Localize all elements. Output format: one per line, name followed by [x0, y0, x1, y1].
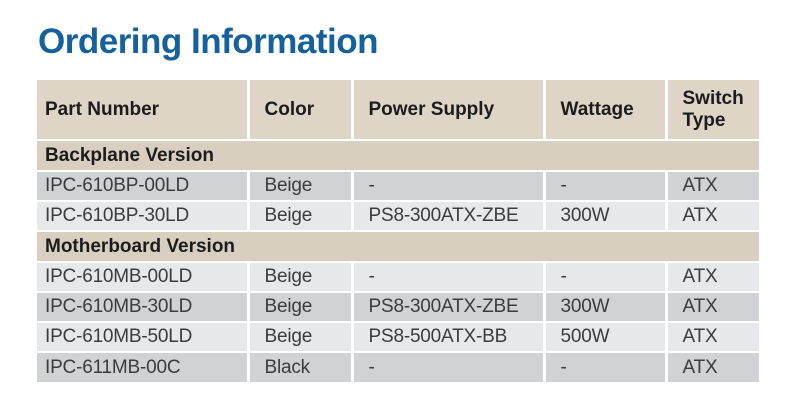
- color-cell: Beige: [246, 170, 352, 201]
- table-row: IPC-610MB-50LD Beige PS8-500ATX-BB 500W …: [37, 321, 759, 352]
- part-number-cell: IPC-611MB-00C: [37, 351, 248, 382]
- column-header-power-supply: Power Supply: [350, 80, 544, 140]
- table-header-row: Part Number Color Power Supply Wattage S…: [37, 80, 759, 140]
- table-row: IPC-611MB-00C Black - - ATX: [37, 351, 759, 382]
- color-cell: Beige: [246, 200, 352, 231]
- table-row: IPC-610MB-30LD Beige PS8-300ATX-ZBE 300W…: [37, 291, 759, 322]
- section-header-motherboard-version: Motherboard Version: [37, 230, 759, 262]
- wattage-cell: 500W: [542, 321, 666, 352]
- section-label: Motherboard Version: [37, 230, 759, 262]
- section-header-backplane-version: Backplane Version: [37, 139, 759, 171]
- switch-type-cell: ATX: [664, 200, 759, 231]
- switch-type-cell: ATX: [664, 261, 759, 292]
- switch-type-cell: ATX: [664, 170, 759, 201]
- color-cell: Beige: [246, 291, 352, 322]
- wattage-cell: 300W: [542, 200, 666, 231]
- part-number-cell: IPC-610BP-00LD: [37, 170, 248, 201]
- column-header-switch-type: Switch Type: [664, 80, 759, 140]
- wattage-cell: -: [542, 170, 666, 201]
- switch-type-cell: ATX: [664, 351, 759, 382]
- wattage-cell: -: [542, 351, 666, 382]
- power-supply-cell: PS8-500ATX-BB: [350, 321, 544, 352]
- part-number-cell: IPC-610MB-50LD: [37, 321, 248, 352]
- color-cell: Beige: [246, 321, 352, 352]
- wattage-cell: 300W: [542, 291, 666, 322]
- power-supply-cell: -: [350, 351, 544, 382]
- power-supply-cell: -: [350, 170, 544, 201]
- table-row: IPC-610MB-00LD Beige - - ATX: [37, 261, 759, 292]
- color-cell: Beige: [246, 261, 352, 292]
- table-row: IPC-610BP-00LD Beige - - ATX: [37, 170, 759, 201]
- part-number-cell: IPC-610BP-30LD: [37, 200, 248, 231]
- part-number-cell: IPC-610MB-00LD: [37, 261, 248, 292]
- switch-type-cell: ATX: [664, 321, 759, 352]
- part-number-cell: IPC-610MB-30LD: [37, 291, 248, 322]
- column-header-part-number: Part Number: [37, 80, 248, 140]
- switch-type-cell: ATX: [664, 291, 759, 322]
- power-supply-cell: -: [350, 261, 544, 292]
- power-supply-cell: PS8-300ATX-ZBE: [350, 291, 544, 322]
- table-row: IPC-610BP-30LD Beige PS8-300ATX-ZBE 300W…: [37, 200, 759, 231]
- wattage-cell: -: [542, 261, 666, 292]
- page-title: Ordering Information: [38, 22, 379, 61]
- power-supply-cell: PS8-300ATX-ZBE: [350, 200, 544, 231]
- section-label: Backplane Version: [37, 139, 759, 171]
- column-header-wattage: Wattage: [542, 80, 666, 140]
- ordering-information-table: Part Number Color Power Supply Wattage S…: [37, 80, 759, 382]
- color-cell: Black: [246, 351, 352, 382]
- column-header-color: Color: [246, 80, 352, 140]
